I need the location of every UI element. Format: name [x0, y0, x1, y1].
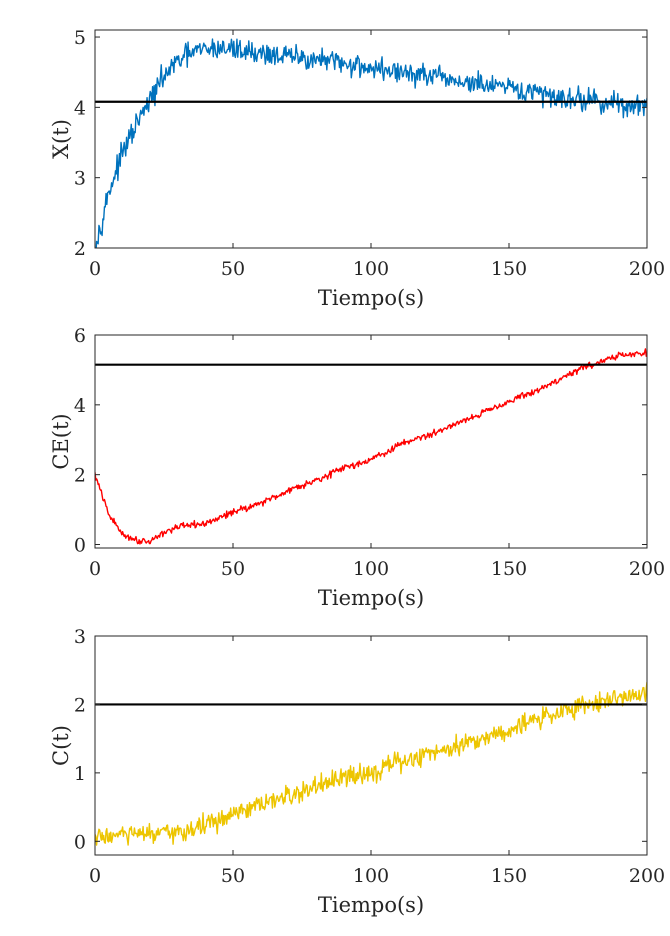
x-axis-label: Tiempo(s): [318, 586, 424, 610]
series-line: [95, 681, 647, 846]
x-axis-label: Tiempo(s): [318, 893, 424, 917]
plot-area: [95, 335, 647, 548]
y-tick-label: 2: [74, 694, 86, 716]
y-axis-label: X(t): [49, 119, 73, 159]
y-tick-label: 6: [74, 325, 86, 347]
y-axis-label: CE(t): [49, 413, 73, 469]
x-tick-label: 150: [491, 865, 527, 887]
x-tick-label: 50: [221, 558, 245, 580]
y-tick-label: 2: [74, 238, 86, 260]
y-tick-label: 1: [74, 763, 86, 785]
x-tick-label: 0: [89, 558, 101, 580]
y-tick-label: 0: [74, 831, 86, 853]
subplot-1: 0 50 100 150 200 2 3 4 5 Tiempo(s) X(t): [49, 27, 665, 310]
x-tick-label: 0: [89, 258, 101, 280]
plot-area: [95, 636, 647, 855]
x-tick-label: 150: [491, 558, 527, 580]
series-line: [95, 348, 647, 545]
x-tick-label: 100: [353, 865, 389, 887]
y-tick-label: 4: [74, 97, 86, 119]
x-tick-label: 50: [221, 865, 245, 887]
x-tick-label: 100: [353, 258, 389, 280]
x-tick-label: 100: [353, 558, 389, 580]
x-tick-label: 200: [629, 258, 665, 280]
y-tick-label: 4: [74, 395, 86, 417]
y-tick-label: 5: [74, 27, 86, 49]
y-tick-label: 2: [74, 465, 86, 487]
x-tick-label: 50: [221, 258, 245, 280]
x-tick-label: 150: [491, 258, 527, 280]
y-axis-label: C(t): [49, 725, 73, 766]
y-tick-label: 0: [74, 535, 86, 557]
x-tick-label: 0: [89, 865, 101, 887]
x-tick-label: 200: [629, 865, 665, 887]
subplot-2: 0 50 100 150 200 0 2 4 6 Tiempo(s) CE(t): [49, 325, 665, 610]
plot-area: [95, 30, 647, 248]
subplot-3: 0 50 100 150 200 0 1 2 3 Tiempo(s) C(t): [49, 626, 665, 917]
series-line: [95, 38, 647, 248]
y-tick-label: 3: [74, 626, 86, 648]
x-tick-label: 200: [629, 558, 665, 580]
y-tick-label: 3: [74, 168, 86, 190]
x-axis-label: Tiempo(s): [318, 286, 424, 310]
